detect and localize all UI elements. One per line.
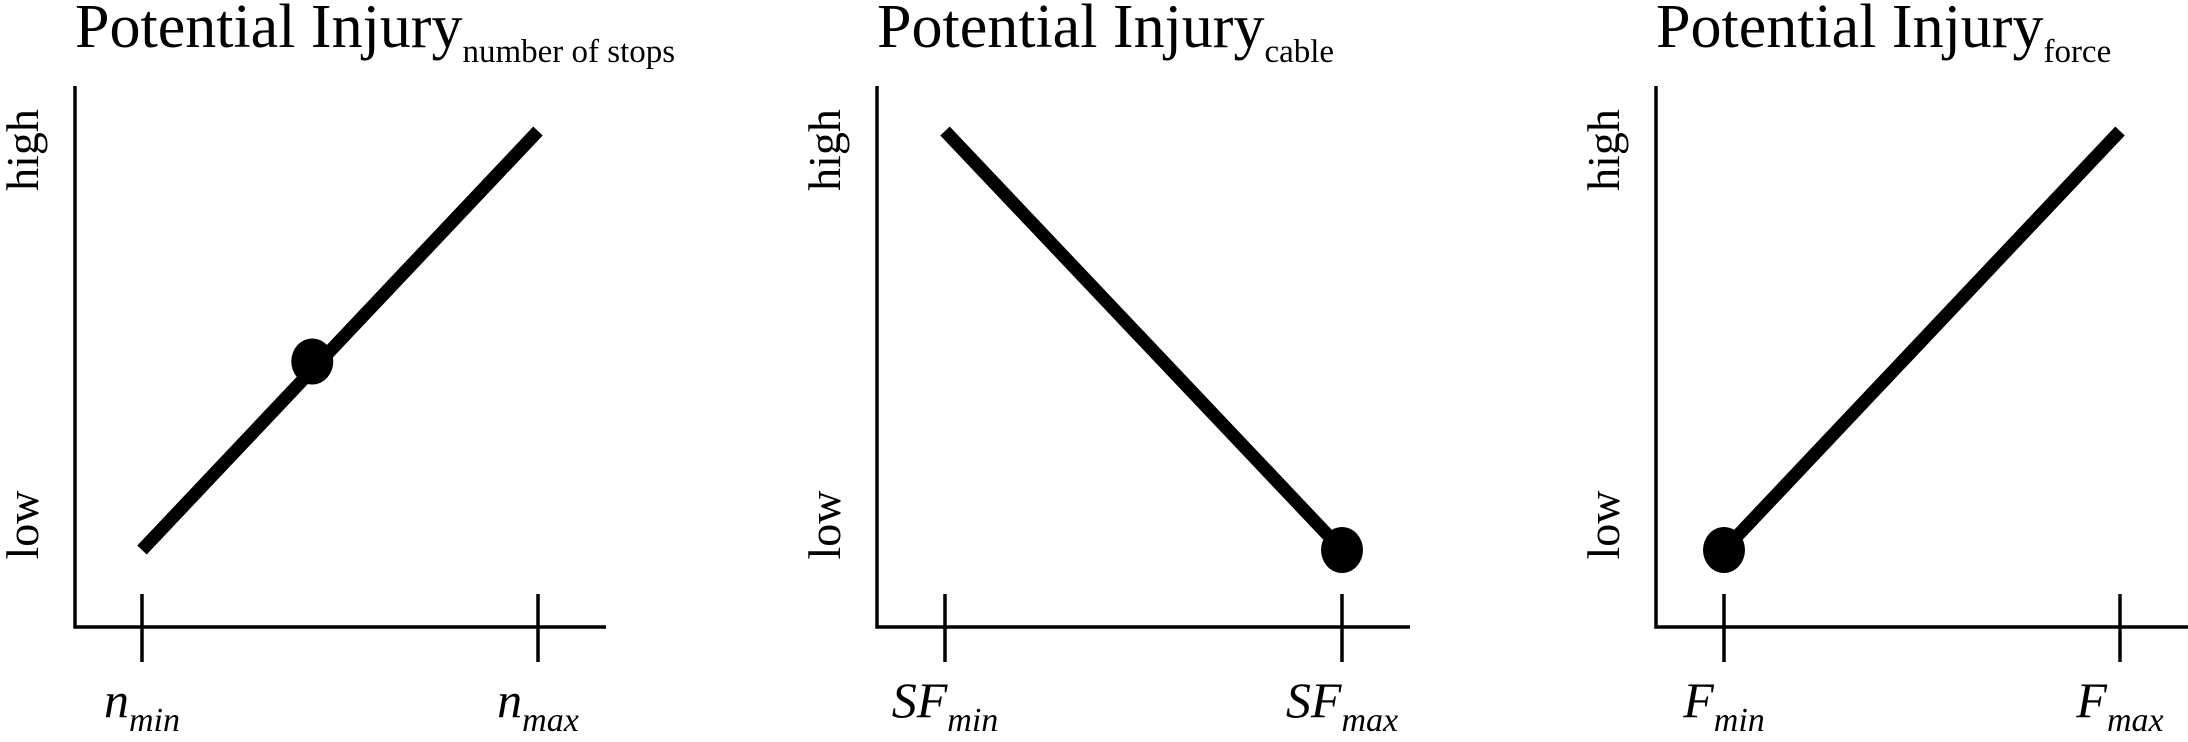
- chart-title: Potential Injuryforce: [1656, 0, 2111, 70]
- x-tick-label-base: n: [104, 672, 129, 728]
- x-tick-label-max: Fmax: [2075, 672, 2163, 739]
- chart-title-subscript: cable: [1264, 34, 1334, 70]
- axes: [1654, 86, 2188, 629]
- chart-title-main: Potential Injury: [75, 0, 462, 61]
- x-tick-label-max: SFmax: [1286, 672, 1398, 739]
- y-tick-label-high: high: [0, 109, 48, 191]
- y-tick-label-low: low: [0, 490, 48, 560]
- series-line-1: [1719, 126, 2125, 555]
- marker-point: [291, 338, 334, 385]
- series-line-1: [137, 126, 543, 555]
- x-tick-label-min: SFmin: [892, 672, 999, 739]
- chart-panel-1: Potential Injurynumber of stopslowhighnm…: [0, 0, 675, 739]
- x-tick-label-base: F: [1682, 672, 1714, 728]
- x-tick-label-subscript: max: [2107, 702, 2164, 739]
- chart-title-subscript: force: [2043, 34, 2111, 70]
- y-tick-label-high: high: [1578, 109, 1629, 191]
- marker-point: [1321, 527, 1363, 573]
- y-tick-label-low: low: [1578, 490, 1629, 560]
- x-tick-label-subscript: min: [129, 702, 180, 739]
- chart-title: Potential Injurycable: [877, 0, 1334, 70]
- x-tick-label-base: SF: [892, 672, 948, 728]
- x-tick-label-subscript: max: [522, 702, 579, 739]
- y-tick-label-low: low: [799, 490, 850, 560]
- y-tick-label-high: high: [799, 109, 850, 191]
- x-tick-label-base: n: [497, 672, 522, 728]
- x-tick-label-min: Fmin: [1682, 672, 1765, 739]
- x-tick-label-subscript: min: [947, 702, 998, 739]
- axes: [875, 86, 1410, 629]
- chart-title: Potential Injurynumber of stops: [75, 0, 675, 70]
- x-tick-label-max: nmax: [497, 672, 579, 739]
- chart-title-main: Potential Injury: [877, 0, 1264, 61]
- x-tick-label-min: nmin: [104, 672, 180, 739]
- series-line-1: [940, 126, 1347, 555]
- x-tick-label-subscript: min: [1714, 702, 1765, 739]
- x-tick-label-base: F: [2075, 672, 2107, 728]
- x-tick-label-subscript: max: [1341, 702, 1398, 739]
- chart-title-main: Potential Injury: [1656, 0, 2043, 61]
- x-tick-label-base: SF: [1286, 672, 1342, 728]
- marker-point: [1703, 527, 1745, 573]
- axes: [73, 86, 606, 629]
- chart-title-subscript: number of stops: [462, 34, 675, 70]
